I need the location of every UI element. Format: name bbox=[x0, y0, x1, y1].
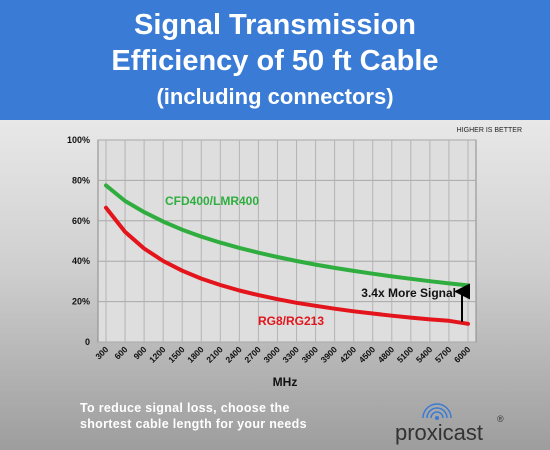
x-tick-label: 5100 bbox=[395, 344, 416, 365]
x-tick-label: 4200 bbox=[338, 344, 359, 365]
x-tick-label: 4800 bbox=[376, 344, 397, 365]
x-tick-label: 4500 bbox=[357, 344, 378, 365]
footer-note-line-2: shortest cable length for your needs bbox=[80, 417, 307, 431]
x-tick-label: 2400 bbox=[223, 344, 244, 365]
proxicast-logo: proxicast ® bbox=[395, 402, 515, 446]
x-tick-label: 2100 bbox=[204, 344, 225, 365]
x-tick-label: 3300 bbox=[280, 344, 301, 365]
y-tick-label: 100% bbox=[67, 135, 90, 145]
x-tick-label: 1200 bbox=[147, 344, 168, 365]
subtitle: (including connectors) bbox=[156, 84, 394, 109]
x-tick-label: 6000 bbox=[452, 344, 473, 365]
series-label-cfd400-lmr400: CFD400/LMR400 bbox=[165, 194, 259, 208]
x-tick-label: 2700 bbox=[242, 344, 263, 365]
footer-note: To reduce signal loss, choose the shorte… bbox=[80, 400, 380, 432]
x-tick-label: 5400 bbox=[414, 344, 435, 365]
y-tick-label: 20% bbox=[72, 297, 90, 307]
x-axis-label: MHz bbox=[273, 375, 298, 389]
header-banner: Signal Transmission Efficiency of 50 ft … bbox=[0, 0, 550, 120]
series-label-rg8-rg213: RG8/RG213 bbox=[258, 314, 324, 328]
x-tick-label: 1500 bbox=[166, 344, 187, 365]
y-tick-label: 80% bbox=[72, 175, 90, 185]
logo-text: proxicast bbox=[395, 420, 484, 445]
footer-note-line-1: To reduce signal loss, choose the bbox=[80, 401, 290, 415]
title-line-1: Signal Transmission bbox=[133, 9, 417, 41]
annotation-text: 3.4x More Signal bbox=[361, 286, 456, 300]
x-tick-label: 300 bbox=[93, 344, 110, 361]
x-tick-label: 3600 bbox=[300, 344, 321, 365]
plot-area bbox=[97, 139, 477, 343]
x-tick-label: 600 bbox=[112, 344, 129, 361]
x-tick-label: 900 bbox=[131, 344, 148, 361]
y-tick-label: 40% bbox=[72, 256, 90, 266]
x-tick-label: 3900 bbox=[319, 344, 340, 365]
x-tick-label: 3000 bbox=[261, 344, 282, 365]
logo-registered-mark: ® bbox=[497, 414, 504, 424]
series-line-cfd400-lmr400 bbox=[104, 183, 470, 288]
higher-is-better-note: HIGHER IS BETTER bbox=[457, 127, 522, 134]
y-tick-label: 0 bbox=[85, 337, 90, 347]
x-tick-label: 5700 bbox=[433, 344, 454, 365]
title-line-2: Efficiency of 50 ft Cable bbox=[111, 45, 439, 77]
wireless-signal-icon bbox=[422, 403, 452, 420]
series-line-rg8-rg213 bbox=[104, 205, 470, 326]
x-tick-label: 1800 bbox=[185, 344, 206, 365]
y-tick-label: 60% bbox=[72, 216, 90, 226]
